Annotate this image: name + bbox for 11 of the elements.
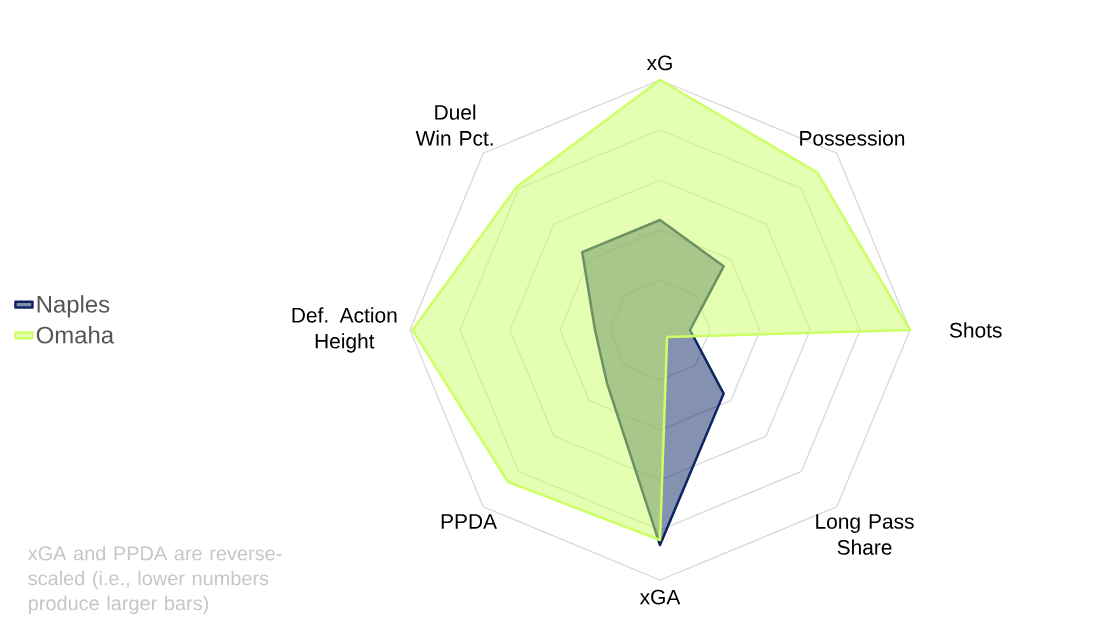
spoke-label: Possession bbox=[800, 130, 905, 146]
spoke-label: xG bbox=[646, 55, 672, 71]
text: xGA and PPDA are reverse-scaled (i.e., lower numbers produce larger bars) bbox=[27, 545, 282, 615]
legend-label: Naples bbox=[37, 295, 110, 318]
spoke-label: Shots bbox=[949, 322, 1002, 338]
spoke-label: Duel Win Pct. bbox=[415, 104, 493, 146]
legend-label: Omaha bbox=[36, 325, 115, 344]
spoke-label: Long Pass Share bbox=[816, 514, 914, 555]
spoke-label: PPDA bbox=[441, 514, 497, 529]
spoke-label: xGA bbox=[639, 589, 681, 605]
spoke-label: Def. Action Height bbox=[292, 307, 397, 353]
